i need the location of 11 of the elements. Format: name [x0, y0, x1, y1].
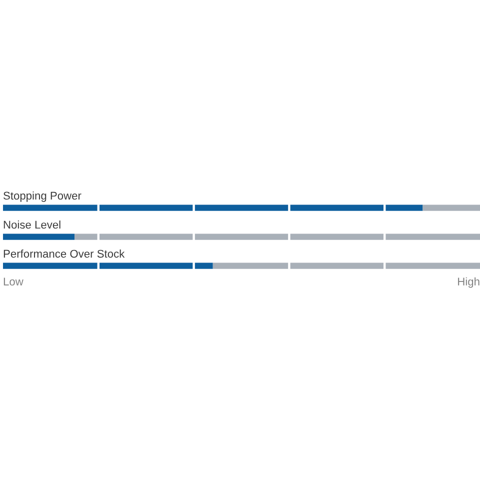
y-tick-label: Noise Level	[4, 220, 60, 229]
y-tick-label: Performance Over Stock	[4, 250, 125, 258]
bar	[74, 234, 480, 240]
bar	[3, 204, 423, 211]
text: High	[458, 277, 480, 288]
bar	[3, 234, 75, 240]
bar	[212, 262, 480, 269]
text: Low	[4, 278, 24, 286]
bar	[3, 262, 213, 269]
bar	[422, 204, 480, 211]
y-tick-label: Stopping Power	[4, 191, 82, 202]
